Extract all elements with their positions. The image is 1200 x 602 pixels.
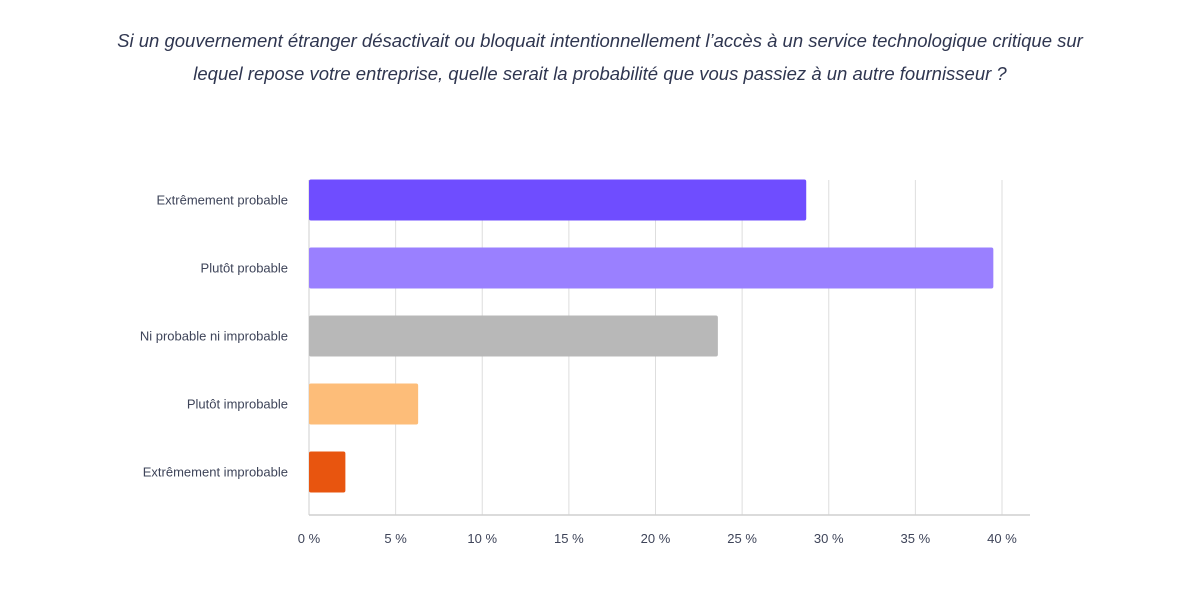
category-labels: Extrêmement probable Plutôt probable Ni pr…: [140, 193, 288, 480]
x-tick-label: 15 %: [554, 531, 584, 546]
category-label: Plutôt improbable: [187, 397, 288, 412]
category-label: Extrêmement improbable: [143, 465, 288, 480]
x-axis-tick-labels: 0 % 5 % 10 % 15 % 20 % 25 % 30 % 35 % 40 %: [298, 531, 1017, 546]
bar: [309, 451, 346, 493]
bar: [309, 179, 807, 221]
x-tick-label: 40 %: [987, 531, 1017, 546]
x-tick-label: 20 %: [641, 531, 671, 546]
bar: [309, 383, 419, 425]
x-tick-label: 35 %: [901, 531, 931, 546]
bars: [309, 179, 994, 493]
x-tick-label: 10 %: [467, 531, 497, 546]
x-tick-label: 25 %: [727, 531, 757, 546]
chart-title-line-1: Si un gouvernement étranger désactivait …: [117, 30, 1083, 51]
gridlines: [308, 180, 1003, 515]
category-label: Extrêmement probable: [156, 193, 288, 208]
x-tick-label: 0 %: [298, 531, 321, 546]
chart-title: Si un gouvernement étranger désactivait …: [0, 24, 1200, 90]
category-label: Plutôt probable: [201, 261, 288, 276]
x-tick-label: 30 %: [814, 531, 844, 546]
category-label: Ni probable ni improbable: [140, 329, 288, 344]
bar: [309, 247, 994, 289]
chart-title-line-2: lequel repose votre entreprise, quelle s…: [193, 63, 1007, 84]
bar: [309, 315, 718, 357]
x-tick-label: 5 %: [384, 531, 407, 546]
